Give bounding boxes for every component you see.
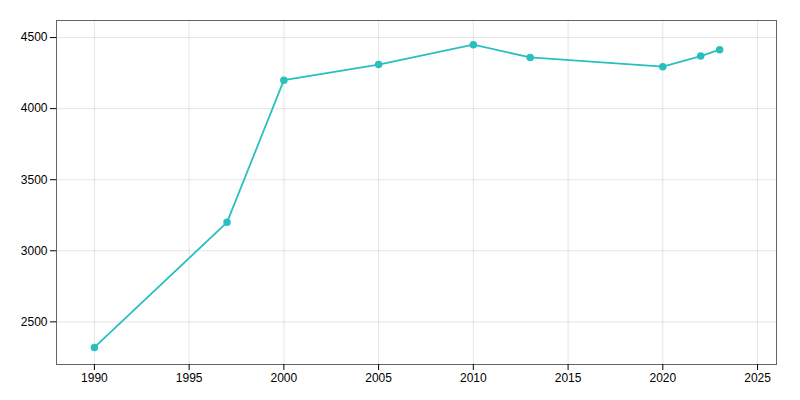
svg-text:1990: 1990 xyxy=(81,371,108,385)
svg-text:3500: 3500 xyxy=(21,173,48,187)
svg-text:2015: 2015 xyxy=(555,371,582,385)
svg-text:2005: 2005 xyxy=(365,371,392,385)
svg-text:3000: 3000 xyxy=(21,244,48,258)
svg-text:4500: 4500 xyxy=(21,30,48,44)
svg-text:4000: 4000 xyxy=(21,101,48,115)
svg-text:2020: 2020 xyxy=(649,371,676,385)
svg-text:2010: 2010 xyxy=(460,371,487,385)
svg-text:2000: 2000 xyxy=(271,371,298,385)
svg-text:1995: 1995 xyxy=(176,371,203,385)
svg-text:2500: 2500 xyxy=(21,315,48,329)
svg-text:2025: 2025 xyxy=(744,371,771,385)
